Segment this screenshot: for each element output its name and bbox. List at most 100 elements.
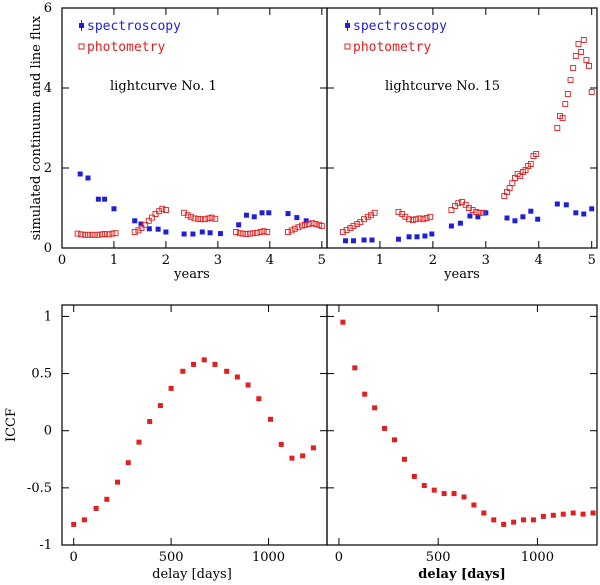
iccf-point — [212, 361, 218, 367]
photometry-point — [312, 221, 319, 227]
photometry-point — [559, 115, 566, 121]
panel-iccf-1: 0 500 1000 -1 -0.5 0 0.5 1 delay [days] ICCF — [4, 304, 328, 582]
iccf-point — [93, 505, 99, 511]
data-marks — [71, 357, 316, 527]
iccf-point — [352, 365, 358, 371]
iccf-point — [481, 510, 487, 516]
spectroscopy-point — [422, 233, 428, 239]
iccf-point — [530, 517, 536, 523]
legend: spectroscopy photometry — [78, 19, 181, 55]
iccf-point — [147, 419, 153, 425]
photometry-point — [201, 216, 208, 223]
x-tick-label: 500 — [159, 550, 184, 565]
spectroscopy-point — [303, 218, 309, 224]
photometry-point — [427, 213, 434, 220]
spectroscopy-point — [132, 218, 138, 224]
photometry-point — [572, 53, 579, 59]
photometry-point — [578, 49, 585, 55]
photometry-point — [423, 215, 430, 221]
spectroscopy-point — [350, 238, 356, 244]
photometry-point — [420, 216, 427, 223]
iccf-point — [267, 416, 273, 422]
iccf-point — [451, 491, 457, 497]
legend-photometry-marker — [78, 43, 85, 50]
iccf-point — [411, 473, 417, 479]
panel-title: lightcurve No. 1 — [110, 79, 217, 94]
photometry-point — [299, 222, 306, 229]
photometry-point — [131, 229, 138, 235]
x-tick-label: 1000 — [521, 550, 554, 565]
photometry-point — [343, 227, 350, 233]
spectroscopy-point — [589, 206, 595, 212]
y-axis-label: simulated continuum and line flux — [29, 15, 44, 240]
photometry-point — [462, 201, 469, 208]
spectroscopy-point — [414, 234, 420, 240]
iccf-point — [201, 357, 207, 363]
axis-ticks: 0 500 1000 -1 -0.5 0 0.5 1 — [27, 305, 327, 565]
x-tick-label: 2 — [429, 253, 437, 268]
iccf-point — [441, 491, 447, 497]
spectroscopy-point — [457, 220, 463, 226]
legend: spectroscopy photometry — [344, 19, 447, 55]
photometry-point — [416, 215, 423, 222]
photometry-point — [142, 221, 149, 228]
spectroscopy-point — [190, 231, 196, 237]
data-marks — [340, 319, 596, 527]
photometry-point — [347, 225, 354, 231]
x-axis-label: delay [days] — [152, 567, 232, 582]
photometry-point — [233, 229, 240, 235]
spectroscopy-point — [369, 237, 375, 243]
iccf-point — [191, 361, 197, 367]
iccf-point — [289, 455, 295, 461]
spectroscopy-point — [535, 216, 541, 222]
iccf-point — [501, 521, 507, 527]
photometry-point — [480, 209, 487, 216]
spectroscopy-point — [512, 218, 518, 224]
photometry-point — [564, 91, 571, 97]
spectroscopy-point — [504, 215, 510, 221]
photometry-point — [288, 227, 295, 234]
iccf-point — [278, 441, 284, 447]
photometry-point — [412, 216, 419, 223]
photometry-point — [575, 41, 582, 47]
x-tick-label: 4 — [266, 253, 274, 268]
photometry-point — [236, 230, 243, 237]
photometry-point — [305, 221, 312, 227]
photometry-point — [395, 209, 402, 215]
axis-ticks: 1 2 3 4 5 — [327, 7, 597, 268]
y-tick-label: 0.5 — [31, 367, 52, 382]
iccf-point — [421, 483, 427, 489]
spectroscopy-point — [581, 211, 587, 217]
photometry-point — [586, 63, 593, 69]
iccf-point — [580, 511, 586, 517]
spectroscopy-point — [475, 214, 481, 220]
iccf-point — [511, 519, 517, 525]
photometry-point — [243, 231, 250, 237]
x-tick-label: 0 — [70, 550, 78, 565]
iccf-point — [431, 487, 437, 493]
photometry-point — [257, 229, 264, 235]
spectroscopy-point — [85, 175, 91, 181]
photometry-point — [309, 220, 316, 227]
iccf-point — [590, 510, 596, 516]
spectroscopy-point — [395, 236, 401, 242]
x-tick-label: 0 — [335, 550, 343, 565]
photometry-point — [184, 212, 191, 219]
iccf-point — [372, 405, 378, 411]
photometry-point — [109, 230, 116, 237]
iccf-point — [382, 425, 388, 431]
iccf-point — [157, 403, 163, 409]
spectroscopy-point — [520, 214, 526, 220]
photometry-point — [78, 231, 85, 238]
iccf-point — [362, 391, 368, 397]
photometry-point — [85, 231, 91, 238]
iccf-point — [234, 374, 240, 380]
photometry-point — [102, 231, 109, 237]
photometry-point — [469, 207, 476, 213]
iccf-point — [104, 496, 110, 502]
panel-iccf-15: 0 500 1000 delay [days] — [326, 304, 598, 582]
legend-photometry-label: photometry — [87, 40, 165, 55]
photometry-point — [583, 57, 590, 63]
x-tick-label: 1 — [110, 253, 118, 268]
